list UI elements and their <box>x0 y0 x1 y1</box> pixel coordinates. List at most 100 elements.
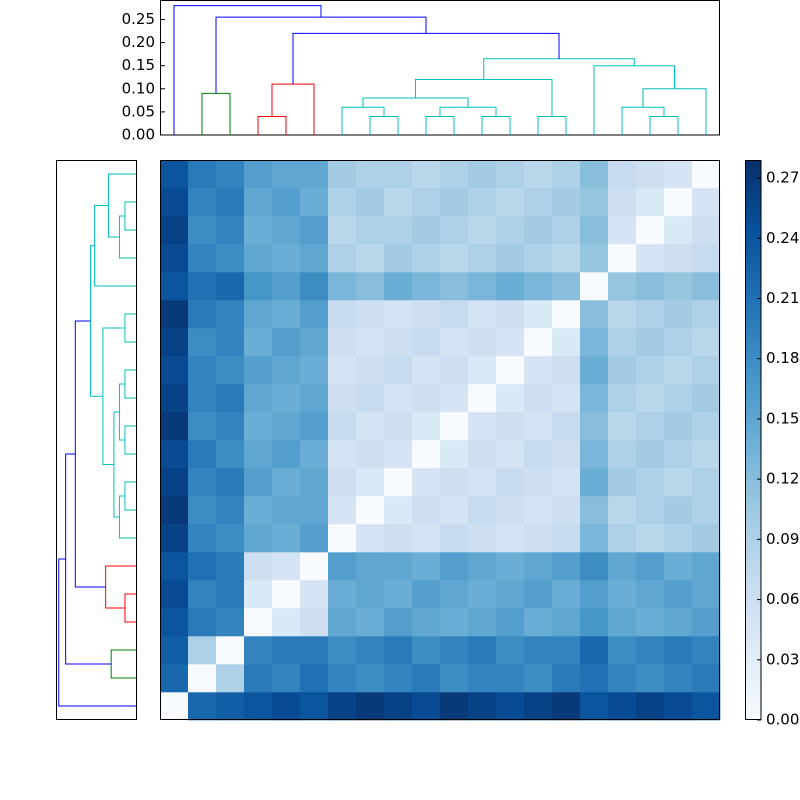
heatmap-cell <box>468 524 497 553</box>
heatmap-cell <box>244 356 273 385</box>
heatmap-cell <box>552 272 581 301</box>
heatmap-cell <box>524 608 553 637</box>
heatmap-cell <box>580 412 609 441</box>
heatmap-cell <box>496 216 525 245</box>
colorbar-tick-label: 0.24 <box>766 229 799 247</box>
heatmap-cell <box>412 188 441 217</box>
heatmap-cell <box>384 188 413 217</box>
heatmap-cell <box>580 216 609 245</box>
heatmap-cell <box>188 328 217 357</box>
left-dendrogram-link <box>107 173 136 238</box>
heatmap-cell <box>328 188 357 217</box>
heatmap-cell <box>496 552 525 581</box>
top-dendrogram-link <box>201 92 231 135</box>
heatmap-cell <box>580 244 609 273</box>
heatmap-cell <box>552 188 581 217</box>
heatmap-cell <box>272 496 301 525</box>
heatmap-cell <box>496 440 525 469</box>
top-dendrogram-link <box>257 116 287 135</box>
heatmap-cell <box>384 356 413 385</box>
heatmap-cell <box>272 300 301 329</box>
top-dendrogram-link <box>362 97 469 108</box>
heatmap-cell <box>440 328 469 357</box>
heatmap-cell <box>664 160 693 189</box>
heatmap-cell <box>300 580 329 609</box>
heatmap-cell <box>300 608 329 637</box>
heatmap-cell <box>244 524 273 553</box>
heatmap-cell <box>384 384 413 413</box>
heatmap-cell <box>216 328 245 357</box>
heatmap-cell <box>384 300 413 329</box>
heatmap-cell <box>580 524 609 553</box>
heatmap-cell <box>468 244 497 273</box>
heatmap-cell <box>384 468 413 497</box>
heatmap-cell <box>552 328 581 357</box>
heatmap-cell <box>328 272 357 301</box>
heatmap-cell <box>608 328 637 357</box>
heatmap-cell <box>608 160 637 189</box>
heatmap-cell <box>636 412 665 441</box>
top-dendrogram-link <box>621 106 665 135</box>
heatmap-cell <box>356 384 385 413</box>
heatmap-cell <box>692 328 721 357</box>
heatmap-cell <box>272 552 301 581</box>
heatmap-cell <box>552 356 581 385</box>
heatmap-cell <box>524 160 553 189</box>
heatmap-cell <box>188 244 217 273</box>
heatmap-cell <box>272 328 301 357</box>
heatmap-cell <box>468 272 497 301</box>
heatmap-cell <box>608 412 637 441</box>
heatmap-cell <box>188 216 217 245</box>
heatmap-cell <box>692 356 721 385</box>
heatmap-cell <box>440 216 469 245</box>
heatmap-cell <box>608 272 637 301</box>
left-dendrogram-link <box>94 205 136 287</box>
heatmap-cell <box>328 468 357 497</box>
plot-layer <box>160 160 721 721</box>
heatmap-cell <box>496 384 525 413</box>
heatmap-cell <box>468 636 497 665</box>
heatmap-cell <box>692 468 721 497</box>
heatmap-cell <box>636 636 665 665</box>
heatmap-cell <box>188 664 217 693</box>
heatmap-cell <box>272 440 301 469</box>
heatmap-cell <box>664 300 693 329</box>
heatmap-cell <box>160 272 189 301</box>
heatmap-cell <box>608 496 637 525</box>
heatmap-cell <box>552 216 581 245</box>
heatmap-cell <box>468 216 497 245</box>
heatmap-cell <box>636 440 665 469</box>
heatmap-cell <box>440 524 469 553</box>
heatmap-cell <box>496 608 525 637</box>
heatmap-cell <box>636 496 665 525</box>
heatmap-cell <box>244 468 273 497</box>
top-dendrogram-frame <box>160 0 720 136</box>
heatmap-cell <box>524 552 553 581</box>
heatmap-cell <box>664 468 693 497</box>
left-dendrogram-link <box>124 425 136 455</box>
heatmap-cell <box>524 664 553 693</box>
heatmap-cell <box>272 608 301 637</box>
heatmap-cell <box>580 608 609 637</box>
heatmap-cell <box>468 356 497 385</box>
heatmap-cell <box>692 244 721 273</box>
left-dendrogram-link <box>65 453 112 665</box>
heatmap-cell <box>552 552 581 581</box>
heatmap-cell <box>188 300 217 329</box>
heatmap-cell <box>188 412 217 441</box>
heatmap-cell <box>384 216 413 245</box>
heatmap-cell <box>608 608 637 637</box>
heatmap-cell <box>664 188 693 217</box>
heatmap-cell <box>160 580 189 609</box>
colorbar-tick-label: 0.00 <box>766 711 799 729</box>
heatmap-cell <box>300 384 329 413</box>
heatmap-cell <box>272 356 301 385</box>
heatmap-cell <box>664 356 693 385</box>
heatmap-cell <box>216 664 245 693</box>
heatmap-cell <box>160 608 189 637</box>
heatmap-cell <box>244 188 273 217</box>
heatmap-cell <box>692 440 721 469</box>
heatmap-cell <box>384 440 413 469</box>
heatmap-cell <box>496 692 525 721</box>
heatmap-cell <box>692 412 721 441</box>
